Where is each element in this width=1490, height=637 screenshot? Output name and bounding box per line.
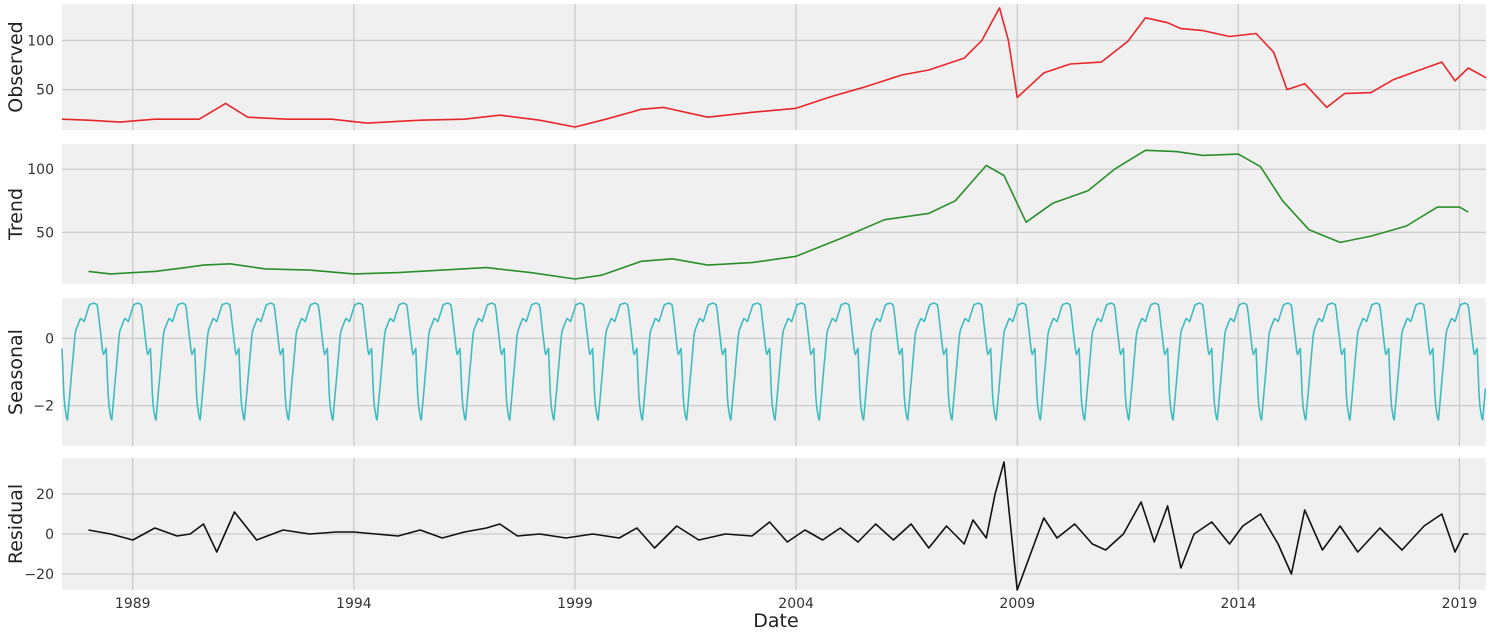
x-tick-label-1999: 1999 — [557, 596, 593, 612]
residual-series-line — [88, 461, 1469, 591]
x-tick-label-1989: 1989 — [115, 596, 151, 612]
x-tick-label-2004: 2004 — [778, 596, 814, 612]
trend-axis-label: Trend — [5, 188, 27, 241]
x-tick-label-2014: 2014 — [1221, 596, 1257, 612]
observed-axis-label: Observed — [5, 21, 27, 112]
seasonal-series-line — [61, 302, 1487, 421]
x-axis-label: Date — [753, 610, 798, 632]
seasonal-ytick-label: −2 — [33, 399, 54, 415]
residual-panel: −20 0 20 Residual — [5, 458, 1486, 591]
x-tick-label-2019: 2019 — [1442, 596, 1478, 612]
trend-ytick-label: 100 — [27, 162, 54, 178]
seasonal-axis-label: Seasonal — [5, 329, 27, 415]
x-tick-label-1994: 1994 — [336, 596, 372, 612]
residual-ytick-label: 20 — [36, 487, 54, 503]
observed-ytick-label: 100 — [27, 33, 54, 49]
observed-series-line — [61, 7, 1487, 128]
residual-ytick-label: −20 — [24, 567, 54, 583]
trend-plot-area — [62, 144, 1486, 284]
residual-plot-area — [62, 458, 1486, 590]
observed-plot-area — [62, 4, 1486, 130]
trend-series-line — [88, 149, 1469, 280]
seasonal-panel: −2 0 Seasonal — [5, 298, 1487, 446]
residual-axis-label: Residual — [5, 484, 27, 564]
trend-ytick-label: 50 — [36, 225, 54, 241]
observed-ytick-label: 50 — [36, 83, 54, 99]
x-tick-label-2009: 2009 — [999, 596, 1035, 612]
seasonal-ytick-label: 0 — [45, 331, 54, 347]
residual-ytick-label: 0 — [45, 527, 54, 543]
